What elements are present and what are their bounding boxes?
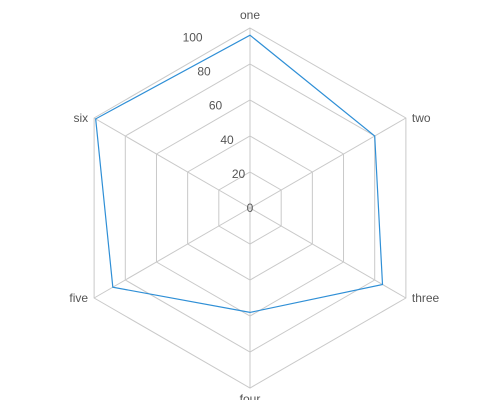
axis-spoke-two [249,117,407,209]
tick-label-80: 80 [197,65,211,79]
category-label-five: five [69,291,88,305]
tick-label-100: 100 [183,30,203,44]
axis-spoke-six [93,117,251,209]
tick-labels: 0 20 40 60 80 100 [183,30,254,215]
category-label-four: four [240,392,261,400]
axis-layer [93,28,407,388]
category-label-three: three [412,291,440,305]
category-label-two: two [412,111,431,125]
tick-label-60: 60 [209,99,223,113]
axis-spoke-five [93,207,251,299]
category-label-six: six [73,111,88,125]
tick-label-20: 20 [232,167,246,181]
series-layer [95,34,384,314]
tick-label-0: 0 [247,201,254,215]
category-label-one: one [240,8,260,22]
category-labels: one two three four five six [69,8,439,400]
tick-label-40: 40 [220,133,234,147]
axis-spoke-three [249,207,407,299]
